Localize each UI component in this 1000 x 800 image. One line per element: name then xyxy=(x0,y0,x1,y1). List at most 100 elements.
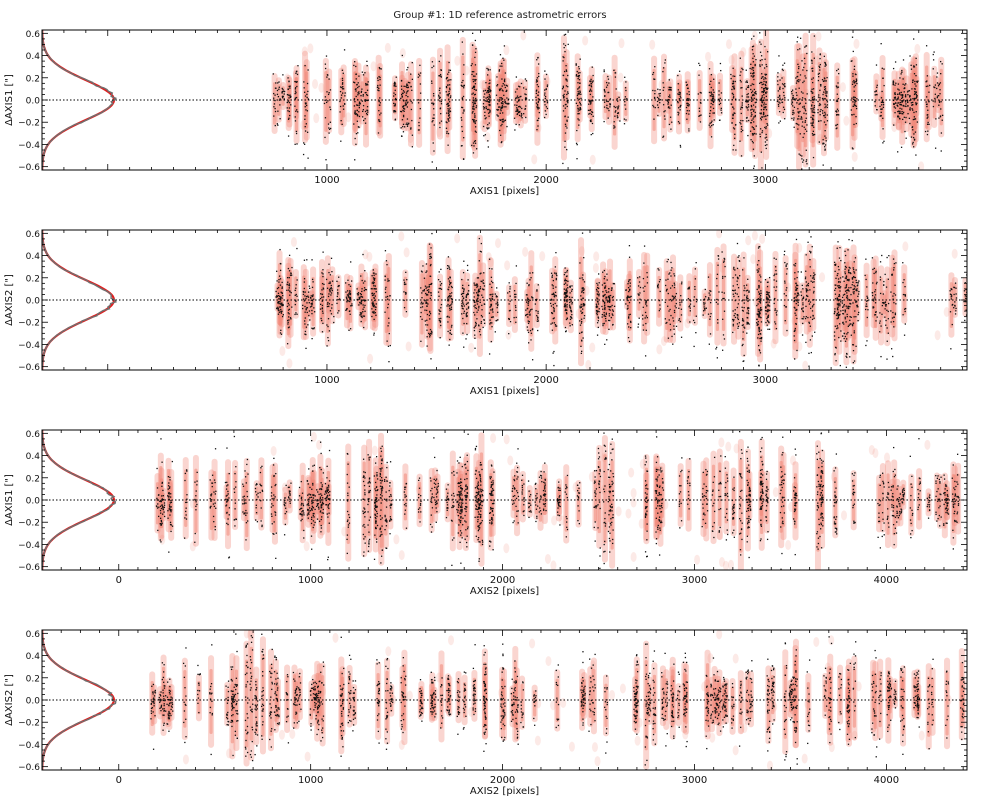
data-point xyxy=(679,95,681,97)
data-point xyxy=(590,82,592,85)
data-point xyxy=(674,295,677,297)
data-point xyxy=(811,78,813,80)
data-point xyxy=(879,261,882,263)
data-point xyxy=(764,84,767,86)
data-point xyxy=(712,112,714,114)
data-point xyxy=(410,73,412,75)
data-point xyxy=(939,115,942,117)
data-point xyxy=(282,95,284,98)
data-point xyxy=(286,107,288,109)
data-point xyxy=(817,100,819,103)
data-point xyxy=(848,298,850,301)
data-point xyxy=(577,75,579,78)
data-point xyxy=(760,43,762,45)
data-point xyxy=(483,288,485,291)
data-point xyxy=(813,133,816,136)
data-point xyxy=(734,112,736,115)
data-point xyxy=(856,82,858,85)
density-core xyxy=(855,285,860,316)
data-point xyxy=(797,67,800,70)
data-point xyxy=(758,314,760,316)
data-point xyxy=(783,293,785,295)
data-point xyxy=(677,102,679,104)
density-core xyxy=(339,77,343,126)
data-point xyxy=(278,281,280,283)
data-point xyxy=(352,81,355,83)
data-point xyxy=(601,284,604,286)
data-point xyxy=(911,81,914,84)
data-point xyxy=(662,82,664,84)
data-point xyxy=(773,257,775,259)
data-point xyxy=(429,297,431,300)
data-point xyxy=(765,310,768,312)
data-point xyxy=(447,112,450,114)
data-point xyxy=(659,99,662,101)
data-point xyxy=(797,300,799,302)
data-point xyxy=(750,115,752,117)
data-point xyxy=(306,96,308,99)
data-point xyxy=(709,95,711,97)
data-point xyxy=(627,305,629,307)
data-point xyxy=(678,307,680,309)
data-point xyxy=(326,287,329,289)
data-point xyxy=(296,295,298,297)
data-point xyxy=(808,300,810,302)
data-point xyxy=(612,283,614,285)
data-point xyxy=(708,292,710,294)
data-point xyxy=(472,85,475,87)
data-point xyxy=(904,84,906,86)
data-point xyxy=(290,104,292,106)
data-point xyxy=(311,303,313,306)
data-point xyxy=(303,81,305,83)
data-point xyxy=(529,310,531,312)
data-point xyxy=(462,290,465,293)
data-point xyxy=(287,309,290,311)
data-point xyxy=(667,258,669,261)
data-point xyxy=(662,135,665,137)
data-point xyxy=(290,95,292,98)
data-point xyxy=(940,73,942,75)
data-point xyxy=(809,316,812,318)
data-point xyxy=(784,280,786,282)
data-point xyxy=(813,57,815,59)
data-point xyxy=(954,305,956,307)
data-point xyxy=(897,105,899,107)
data-point xyxy=(753,97,755,99)
data-point xyxy=(745,100,747,103)
data-point xyxy=(447,108,449,110)
data-point xyxy=(750,63,752,65)
data-point xyxy=(577,108,579,110)
data-point xyxy=(360,313,362,315)
data-point xyxy=(277,301,279,303)
data-point xyxy=(582,274,584,276)
data-point xyxy=(837,110,839,112)
data-point xyxy=(516,88,518,90)
data-point xyxy=(364,288,367,291)
data-point xyxy=(330,284,332,287)
data-point xyxy=(330,287,332,289)
data-point xyxy=(797,99,799,102)
data-point xyxy=(501,62,503,65)
data-point xyxy=(394,82,396,84)
data-point xyxy=(819,110,821,113)
data-point xyxy=(667,106,670,109)
data-point xyxy=(813,278,815,280)
data-point xyxy=(480,272,482,274)
data-point xyxy=(796,41,798,43)
data-point xyxy=(330,257,333,259)
data-point xyxy=(910,102,913,104)
data-point xyxy=(402,109,404,112)
data-point xyxy=(281,95,284,98)
density-blob xyxy=(592,262,599,273)
data-point xyxy=(612,323,614,326)
data-point xyxy=(449,338,451,341)
data-point xyxy=(461,305,463,307)
data-point xyxy=(564,115,566,118)
data-point xyxy=(679,100,681,102)
data-point xyxy=(893,326,895,328)
data-point xyxy=(280,296,282,298)
data-point xyxy=(329,281,331,283)
data-point xyxy=(591,122,594,125)
data-point xyxy=(876,86,878,88)
data-point xyxy=(759,302,762,304)
